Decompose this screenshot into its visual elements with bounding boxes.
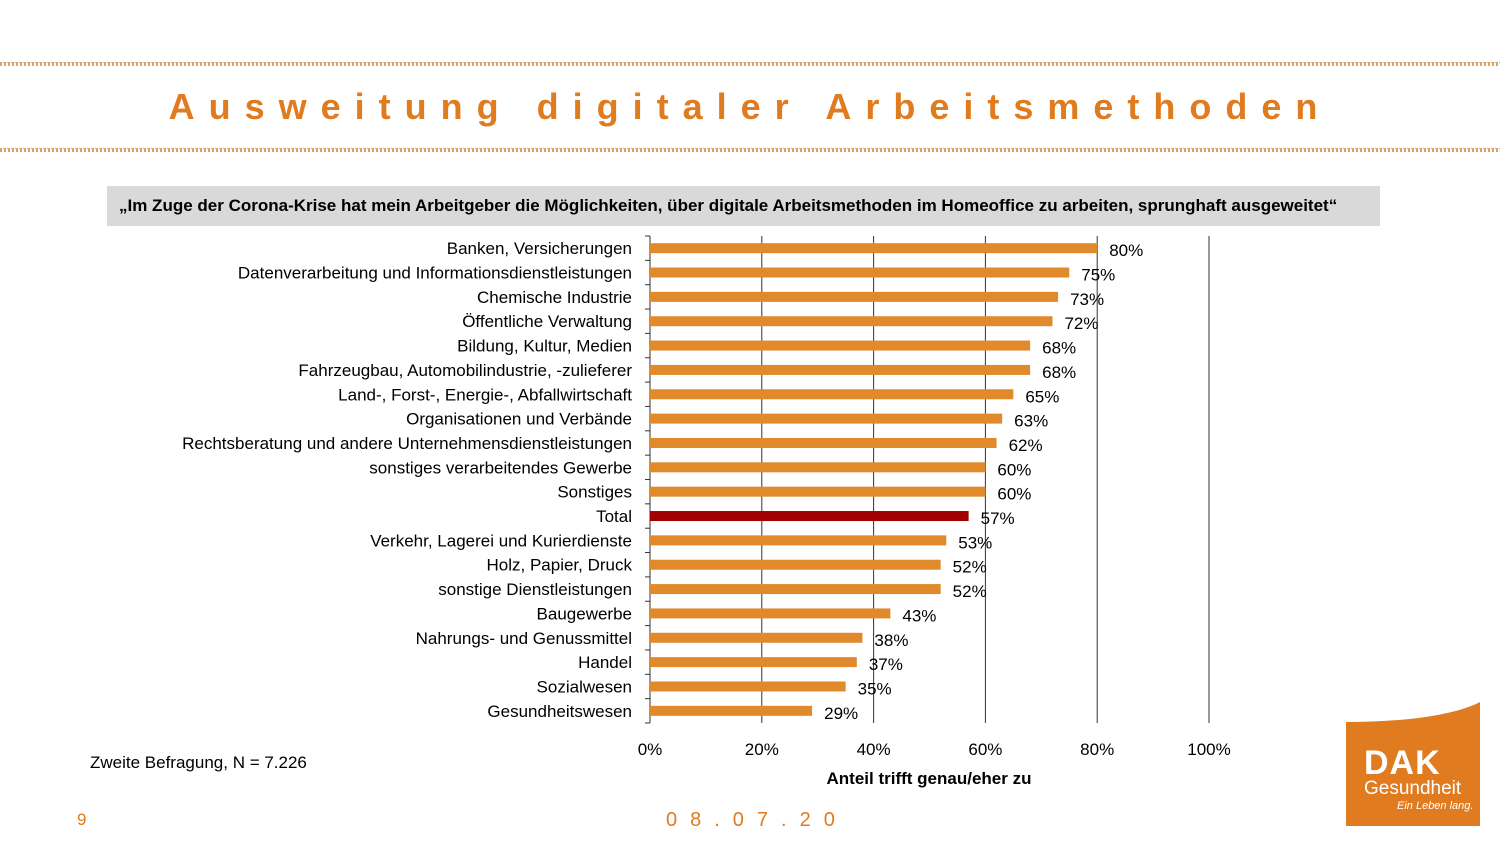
category-label: Handel <box>578 653 632 672</box>
bottom-dotted-rule <box>0 148 1500 152</box>
category-label: Fahrzeugbau, Automobilindustrie, -zulief… <box>298 361 632 380</box>
value-label: 72% <box>1064 314 1098 333</box>
category-label: Nahrungs- und Genussmittel <box>416 629 632 648</box>
category-label: Öffentliche Verwaltung <box>462 312 632 331</box>
category-label: Bildung, Kultur, Medien <box>457 337 632 356</box>
value-label: 29% <box>824 704 858 723</box>
bar <box>650 559 941 570</box>
value-label: 75% <box>1081 266 1115 285</box>
category-label: Land-, Forst-, Energie-, Abfallwirtschaf… <box>338 385 632 404</box>
bar <box>650 462 986 473</box>
value-label: 68% <box>1042 363 1076 382</box>
bar <box>650 511 969 522</box>
category-label: Baugewerbe <box>537 604 632 623</box>
bar <box>650 681 846 692</box>
bar <box>650 632 863 643</box>
value-label: 60% <box>997 460 1031 479</box>
value-labels: 80% 75% 73% 72% 68% 68% 65% 63% 62% 60% 60% 57% 53% 5… <box>824 241 1143 723</box>
category-label: Chemische Industrie <box>477 288 632 307</box>
x-tick-label: 0% <box>638 740 663 759</box>
category-label: Datenverarbeitung und Informationsdienst… <box>238 264 632 283</box>
bar <box>650 267 1070 278</box>
sample-note: Zweite Befragung, N = 7.226 <box>90 753 307 772</box>
page-number: 9 <box>77 810 87 829</box>
bar <box>650 243 1098 254</box>
survey-question: „Im Zuge der Corona-Krise hat mein Arbei… <box>107 186 1380 226</box>
category-label: Holz, Papier, Druck <box>487 556 633 575</box>
category-label: sonstiges verarbeitendes Gewerbe <box>369 458 632 477</box>
bar <box>650 389 1014 400</box>
x-axis-label: Anteil trifft genau/eher zu <box>827 769 1032 788</box>
x-tick-label: 80% <box>1080 740 1114 759</box>
category-label: Verkehr, Lagerei und Kurierdienste <box>370 531 632 550</box>
value-label: 80% <box>1109 241 1143 260</box>
category-labels: Banken, Versicherungen Datenverarbeitung … <box>182 239 632 721</box>
value-label: 35% <box>858 679 892 698</box>
x-tick-label: 20% <box>745 740 779 759</box>
category-label: Rechtsberatung und andere Unternehmensdi… <box>182 434 632 453</box>
x-tick-label: 60% <box>968 740 1002 759</box>
bar <box>650 486 986 497</box>
logo-brand-text: DAK <box>1364 744 1441 782</box>
bars <box>650 243 1098 716</box>
category-label: sonstige Dienstleistungen <box>438 580 632 599</box>
value-label: 43% <box>902 606 936 625</box>
page-title: Ausweitung digitaler Arbeitsmethoden <box>168 86 1332 127</box>
bar <box>650 608 891 619</box>
value-label: 65% <box>1025 387 1059 406</box>
bar <box>650 413 1003 424</box>
value-label: 62% <box>1009 436 1043 455</box>
bar <box>650 437 997 448</box>
slide-date: 08.07.20 <box>666 809 848 831</box>
value-label: 57% <box>981 509 1015 528</box>
value-label: 60% <box>997 485 1031 504</box>
bar <box>650 584 941 595</box>
category-label: Total <box>596 507 632 526</box>
dak-logo <box>1346 702 1480 826</box>
value-label: 52% <box>953 582 987 601</box>
gridlines <box>645 235 1210 724</box>
value-label: 37% <box>869 655 903 674</box>
logo-name-text: Gesundheit <box>1364 778 1462 799</box>
x-tick-label: 40% <box>857 740 891 759</box>
category-label: Sozialwesen <box>537 677 632 696</box>
category-label: Gesundheitswesen <box>487 702 632 721</box>
bar <box>650 705 813 716</box>
bar <box>650 535 947 546</box>
x-tick-labels: 0% 20% 40% 60% 80% 100% <box>638 740 1231 759</box>
logo-slogan-text: Ein Leben lang. <box>1397 800 1474 812</box>
bar <box>650 340 1031 351</box>
category-label: Banken, Versicherungen <box>447 239 632 258</box>
category-label: Sonstiges <box>557 483 632 502</box>
value-label: 52% <box>953 558 987 577</box>
bar <box>650 364 1031 375</box>
x-tick-label: 100% <box>1187 740 1230 759</box>
value-label: 73% <box>1070 290 1104 309</box>
bar <box>650 291 1059 302</box>
value-label: 38% <box>874 631 908 650</box>
value-label: 63% <box>1014 412 1048 431</box>
top-dotted-rule <box>0 62 1500 66</box>
bar <box>650 316 1053 327</box>
value-label: 53% <box>958 533 992 552</box>
bar <box>650 657 857 668</box>
value-label: 68% <box>1042 339 1076 358</box>
category-label: Organisationen und Verbände <box>406 410 632 429</box>
